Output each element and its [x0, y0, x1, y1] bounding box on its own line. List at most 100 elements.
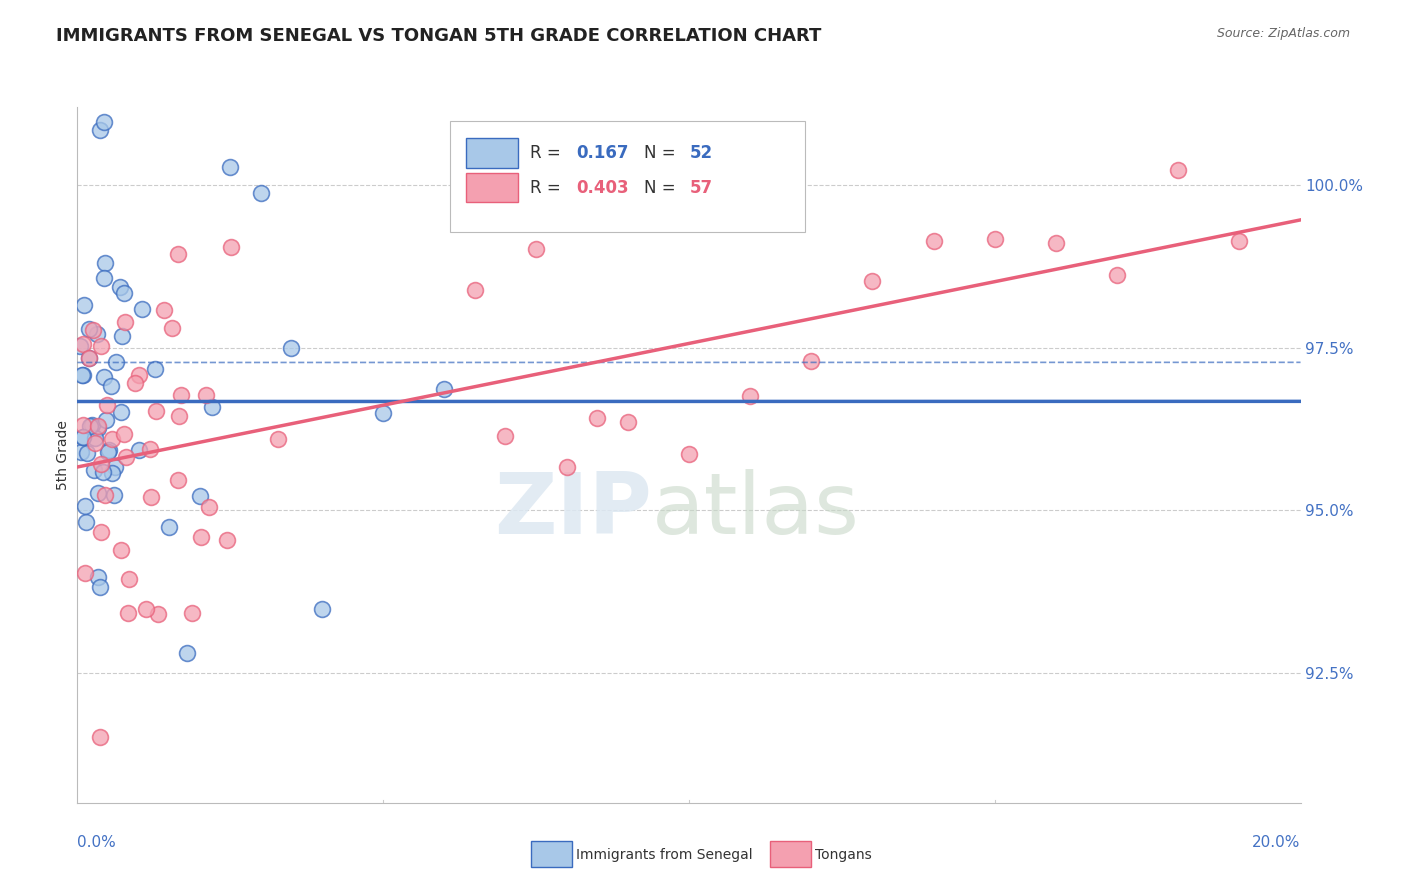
FancyBboxPatch shape [450, 121, 806, 232]
Point [862, 274, 884, 288]
Point [524, 242, 547, 256]
Point [131, 301, 153, 316]
Text: 57: 57 [690, 178, 713, 197]
Point [72, 368, 94, 382]
Point [311, 602, 333, 616]
Point [167, 409, 190, 423]
FancyBboxPatch shape [467, 138, 517, 168]
Text: 52: 52 [690, 144, 713, 162]
Point [740, 389, 762, 403]
Point [80, 417, 103, 432]
Point [170, 387, 193, 401]
Point [101, 432, 124, 446]
Point [89, 580, 111, 594]
Text: N =: N = [644, 144, 681, 162]
Point [83, 431, 105, 445]
Y-axis label: 5th Grade: 5th Grade [56, 420, 70, 490]
Point [94, 488, 117, 502]
Point [90, 339, 112, 353]
Point [87, 570, 110, 584]
Point [984, 232, 1007, 246]
Point [157, 520, 180, 534]
Point [72, 430, 94, 444]
Point [188, 489, 211, 503]
Text: ZIP: ZIP [495, 469, 652, 552]
Point [114, 315, 136, 329]
Point [75, 515, 97, 529]
Point [1229, 235, 1251, 249]
Point [73, 566, 96, 581]
Text: Source: ZipAtlas.com: Source: ZipAtlas.com [1216, 27, 1350, 40]
Point [219, 161, 242, 175]
Text: 0.0%: 0.0% [77, 835, 117, 850]
Point [219, 240, 242, 254]
Point [96, 398, 118, 412]
Point [83, 436, 105, 450]
Point [217, 533, 239, 548]
Point [69, 339, 91, 353]
Point [70, 368, 93, 383]
Point [198, 500, 221, 514]
Point [118, 572, 141, 586]
Point [250, 186, 273, 200]
Point [145, 404, 167, 418]
Point [176, 646, 198, 660]
Point [89, 123, 111, 137]
Point [73, 298, 96, 312]
Point [112, 285, 135, 300]
Point [371, 406, 394, 420]
Point [162, 320, 184, 334]
Point [77, 322, 100, 336]
Text: IMMIGRANTS FROM SENEGAL VS TONGAN 5TH GRADE CORRELATION CHART: IMMIGRANTS FROM SENEGAL VS TONGAN 5TH GR… [56, 27, 821, 45]
Point [100, 379, 122, 393]
Point [194, 388, 217, 402]
Point [495, 428, 517, 442]
Point [73, 499, 96, 513]
Point [82, 323, 104, 337]
Text: 0.167: 0.167 [576, 144, 628, 162]
Point [72, 430, 94, 444]
Point [800, 353, 823, 368]
Point [110, 405, 132, 419]
Point [166, 473, 188, 487]
Text: 20.0%: 20.0% [1253, 835, 1301, 850]
Point [91, 466, 114, 480]
Point [128, 442, 150, 457]
Point [86, 326, 108, 341]
Point [83, 463, 105, 477]
Point [141, 490, 163, 504]
Point [105, 355, 128, 369]
Point [93, 114, 115, 128]
Point [77, 351, 100, 365]
Point [555, 460, 578, 475]
Point [433, 382, 456, 396]
Point [72, 337, 94, 351]
Point [111, 329, 134, 343]
Point [1107, 268, 1129, 282]
Point [87, 485, 110, 500]
Point [124, 376, 146, 390]
Text: 0.403: 0.403 [576, 178, 628, 197]
Point [90, 457, 112, 471]
Point [97, 442, 120, 457]
Text: atlas: atlas [652, 469, 860, 552]
Text: Immigrants from Senegal: Immigrants from Senegal [576, 847, 754, 862]
Point [112, 426, 135, 441]
Point [104, 459, 127, 474]
Point [146, 607, 169, 621]
Point [87, 418, 110, 433]
Point [103, 488, 125, 502]
Point [93, 369, 115, 384]
Point [87, 421, 110, 435]
Point [1167, 163, 1189, 178]
Point [139, 442, 162, 456]
Point [70, 445, 93, 459]
Point [181, 606, 204, 620]
Point [153, 303, 176, 318]
Point [117, 606, 139, 620]
Point [167, 247, 190, 261]
FancyBboxPatch shape [467, 173, 517, 202]
Point [135, 602, 157, 616]
Point [280, 342, 302, 356]
Point [617, 416, 640, 430]
